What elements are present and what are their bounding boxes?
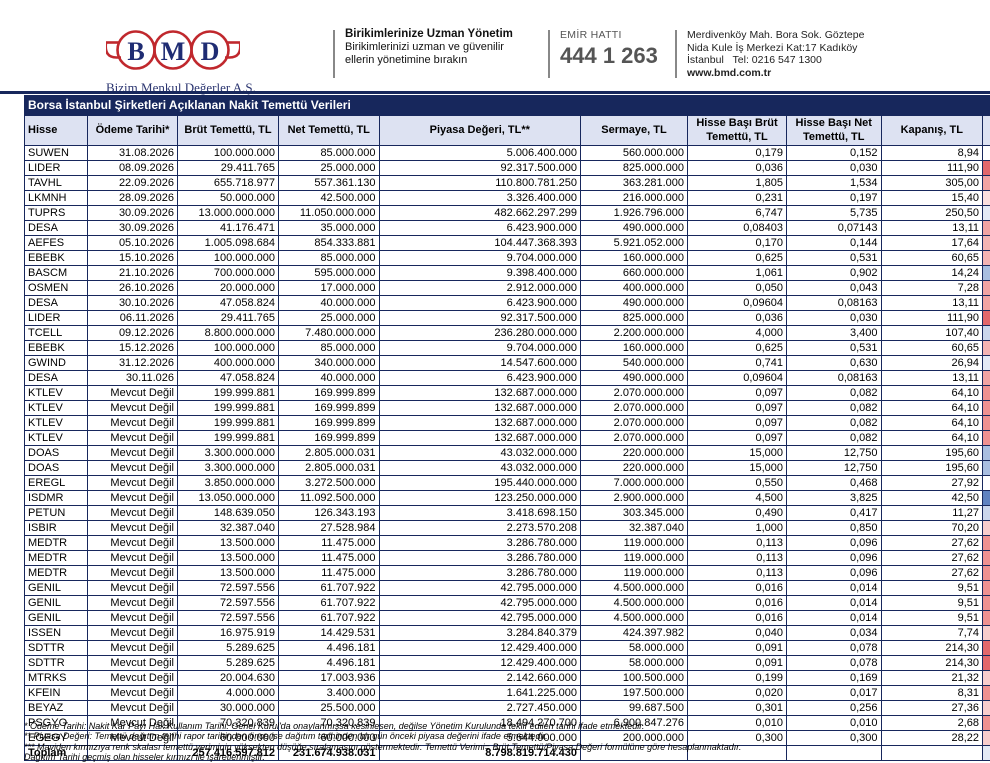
svg-text:D: D: [201, 37, 220, 66]
svg-text:M: M: [161, 37, 186, 66]
svg-text:B: B: [127, 37, 144, 66]
